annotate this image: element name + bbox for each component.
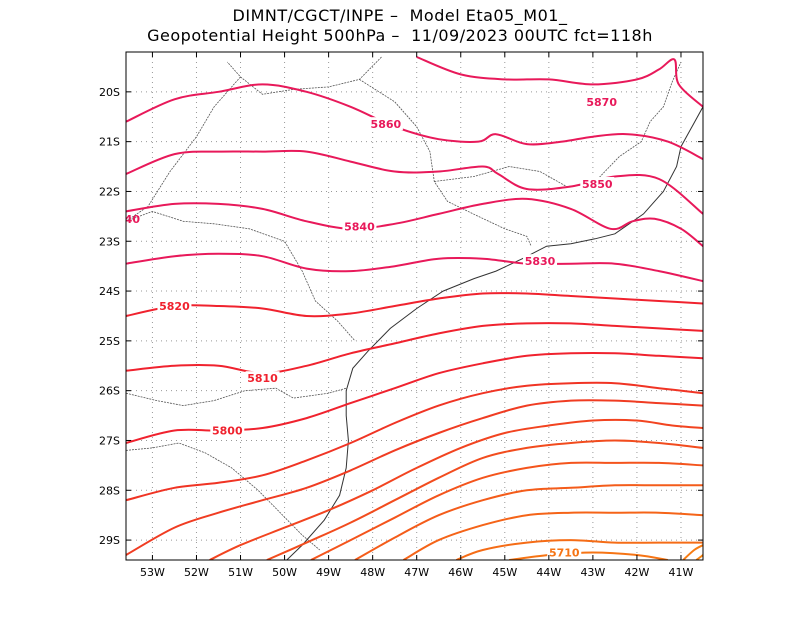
contour-5750: [310, 461, 703, 560]
state-border: [126, 210, 356, 342]
contour-5870: [416, 56, 703, 108]
contour-5760: [266, 439, 703, 560]
political-borders: [126, 56, 682, 551]
x-tick-label: 45W: [492, 566, 517, 579]
contour-5770: [209, 418, 703, 560]
contour-label-bg: [580, 176, 615, 190]
x-tick-label: 50W: [272, 566, 297, 579]
state-border: [359, 79, 532, 247]
x-tick-label: 51W: [228, 566, 253, 579]
map-title-line1: DIMNT/CGCT/INPE – Model Eta05_M01_: [232, 6, 568, 25]
y-tick-label: 23S: [99, 235, 120, 248]
contour-label-bg: [210, 423, 245, 437]
contour-5720: [455, 539, 703, 560]
contour-labels: 5870 5860 5850 5840 5830 5820 5810 5800 5710 5840: [109, 94, 619, 560]
state-border: [126, 442, 321, 551]
plot-frame: [125, 51, 704, 561]
coast-line: [286, 106, 703, 560]
y-tick-label: 25S: [99, 335, 120, 348]
contour-5700: [682, 544, 703, 560]
contour-5780: [126, 399, 703, 556]
contour-5840: [126, 197, 703, 247]
contour-5710: [509, 551, 668, 560]
contour-label-5850: 5850: [582, 178, 613, 191]
x-tick-label: 52W: [184, 566, 209, 579]
contour-label-bg: [342, 219, 377, 233]
contour-5830: [126, 252, 703, 283]
x-tick-label: 44W: [536, 566, 561, 579]
y-tick-label: 22S: [99, 185, 120, 198]
contour-label-bg: [584, 94, 619, 108]
contour-label-bg: [368, 117, 403, 131]
x-tick-label: 48W: [360, 566, 385, 579]
contour-5810: [126, 322, 703, 375]
contour-label-5820: 5820: [159, 300, 190, 313]
coastline: [286, 106, 703, 560]
contour-5860: [126, 83, 703, 160]
contour-label-bg: [157, 299, 192, 312]
contour-label-5840: 5840: [344, 220, 375, 233]
contour-label-bg: [547, 545, 582, 559]
contour-5740: [354, 484, 703, 560]
x-tick-label: 49W: [316, 566, 341, 579]
contour-label-5710: 5710: [549, 547, 580, 560]
contour-5690: [695, 554, 703, 560]
contour-label-5860: 5860: [371, 118, 402, 131]
x-tick-label: 43W: [580, 566, 605, 579]
x-tick-label: 53W: [140, 566, 165, 579]
contour-5730: [403, 511, 703, 560]
contour-edge-label: 5840: [109, 213, 140, 226]
map-title-line2: Geopotential Height 500hPa – 11/09/2023 …: [147, 26, 653, 45]
x-tick-label: 46W: [448, 566, 473, 579]
y-tick-label: 20S: [99, 86, 120, 99]
contour-label-5800: 5800: [212, 425, 243, 438]
contour-5820: [126, 292, 703, 318]
contour-label-5810: 5810: [247, 372, 278, 385]
state-border: [434, 61, 682, 187]
contour-label-5870: 5870: [586, 96, 617, 109]
x-tick-label: 42W: [624, 566, 649, 579]
y-tick-label: 28S: [99, 484, 120, 497]
contour-label-5830: 5830: [525, 255, 556, 268]
axis-ticks: 53W 52W 51W 50W 49W 48W 47W 46W 45W 44W 43W 42W 41W 2…: [99, 52, 703, 579]
state-border: [126, 76, 241, 222]
x-tick-label: 41W: [669, 566, 694, 579]
state-border: [227, 56, 382, 95]
y-tick-label: 27S: [99, 434, 120, 447]
y-tick-label: 24S: [99, 285, 120, 298]
state-border: [126, 387, 347, 407]
contour-label-bg: [523, 254, 558, 268]
y-tick-label: 26S: [99, 385, 120, 398]
height-contours: [126, 56, 703, 560]
x-tick-label: 47W: [404, 566, 429, 579]
y-tick-label: 21S: [99, 136, 120, 149]
contour-label-bg: [245, 371, 280, 385]
y-tick-label: 29S: [99, 534, 120, 547]
contour-5790: [126, 381, 703, 502]
